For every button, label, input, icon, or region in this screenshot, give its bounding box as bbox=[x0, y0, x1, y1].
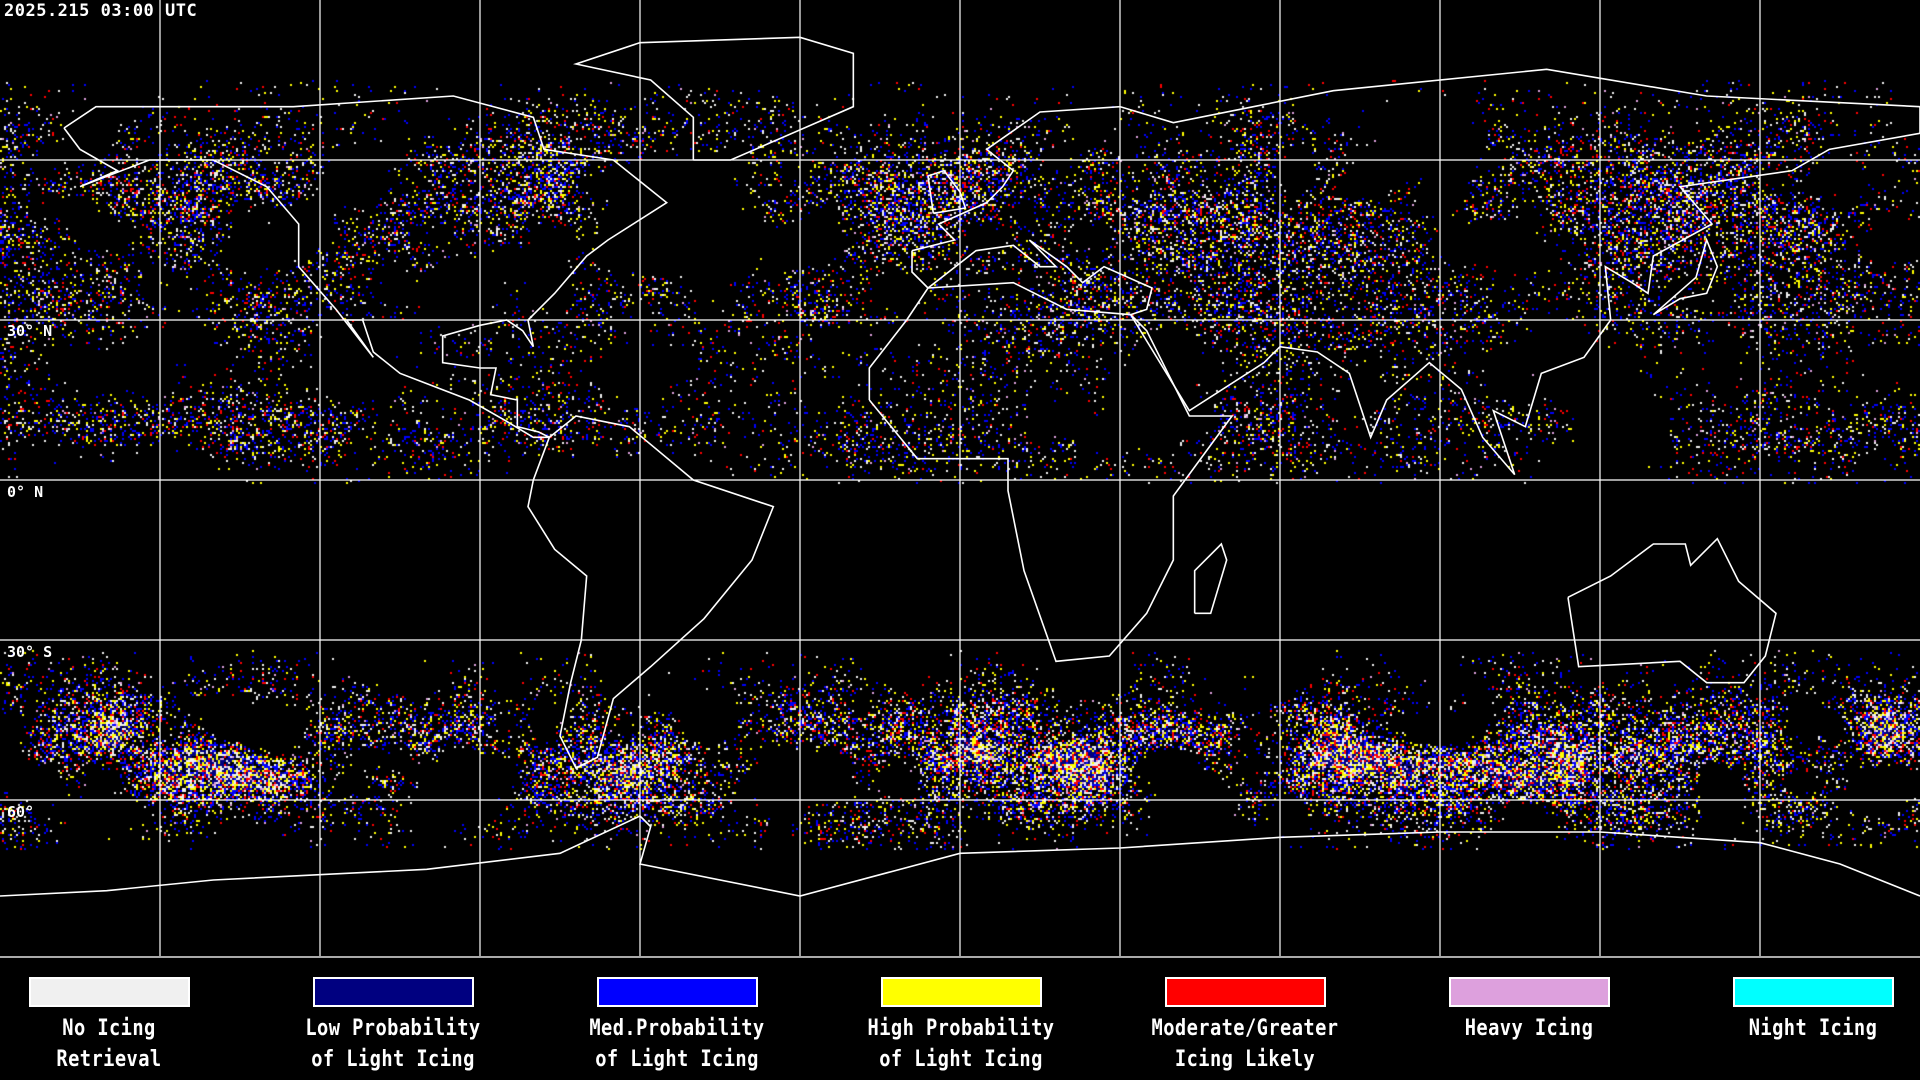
legend-swatch bbox=[880, 977, 1042, 1007]
legend-label: Retrieval bbox=[56, 1047, 162, 1072]
coastline-great-britain bbox=[927, 169, 967, 215]
timestamp-title: 2025.215 03:00 UTC bbox=[4, 1, 198, 21]
legend-label: Icing Likely bbox=[1174, 1047, 1316, 1072]
lat-label-0: 0° N bbox=[7, 483, 44, 501]
lat-label-30s: 30° S bbox=[7, 643, 53, 661]
legend-label: Low Probability bbox=[305, 1016, 481, 1041]
coastline-madagascar bbox=[1193, 542, 1228, 615]
legend-swatch bbox=[1732, 977, 1894, 1007]
legend-label: Med.Probability bbox=[589, 1016, 765, 1041]
coastline-eurasia bbox=[911, 68, 1920, 476]
legend-swatch bbox=[312, 977, 474, 1007]
coastline-grid-layer bbox=[0, 0, 1920, 956]
legend-item-heavy-icing: Heavy Icing bbox=[1387, 977, 1671, 1044]
legend-swatch bbox=[28, 977, 190, 1007]
coastline-australia bbox=[1567, 537, 1777, 684]
legend-item-med-probability: Med.Probability of Light Icing bbox=[535, 977, 819, 1075]
legend-label: Night Icing bbox=[1748, 1016, 1878, 1041]
legend-swatch bbox=[1448, 977, 1610, 1007]
lat-label-60s: 60° bbox=[7, 803, 35, 821]
legend-swatch bbox=[1164, 977, 1326, 1007]
coastline-japan bbox=[1652, 237, 1719, 316]
coastline-antarctica bbox=[0, 815, 1920, 897]
legend-label: No Icing bbox=[62, 1016, 156, 1041]
legend-label: High Probability bbox=[867, 1016, 1055, 1041]
legend-item-high-probability: High Probability of Light Icing bbox=[819, 977, 1103, 1075]
legend-label: of Light Icing bbox=[595, 1047, 759, 1072]
legend-label: Heavy Icing bbox=[1464, 1016, 1594, 1041]
legend-label: Moderate/Greater bbox=[1151, 1016, 1339, 1041]
coastline-africa bbox=[868, 281, 1234, 663]
legend-item-low-probability: Low Probability of Light Icing bbox=[251, 977, 535, 1075]
legend-item-night-icing: Night Icing bbox=[1671, 977, 1920, 1044]
legend-label: of Light Icing bbox=[311, 1047, 475, 1072]
legend-item-moderate-greater: Moderate/Greater Icing Likely bbox=[1103, 977, 1387, 1075]
coastline-greenland bbox=[572, 36, 855, 161]
legend-swatch bbox=[596, 977, 758, 1007]
legend-item-no-icing: No Icing Retrieval bbox=[0, 977, 251, 1075]
icing-map: 2025.215 03:00 UTC 30° N 0° N 30° S 60° bbox=[0, 0, 1920, 958]
coastline-south-america bbox=[527, 415, 775, 770]
coastline-north-america bbox=[63, 95, 669, 439]
legend-label: of Light Icing bbox=[879, 1047, 1043, 1072]
legend: No Icing Retrieval Low Probability of Ligh… bbox=[0, 958, 1920, 1080]
lat-label-30n: 30° N bbox=[7, 322, 53, 340]
